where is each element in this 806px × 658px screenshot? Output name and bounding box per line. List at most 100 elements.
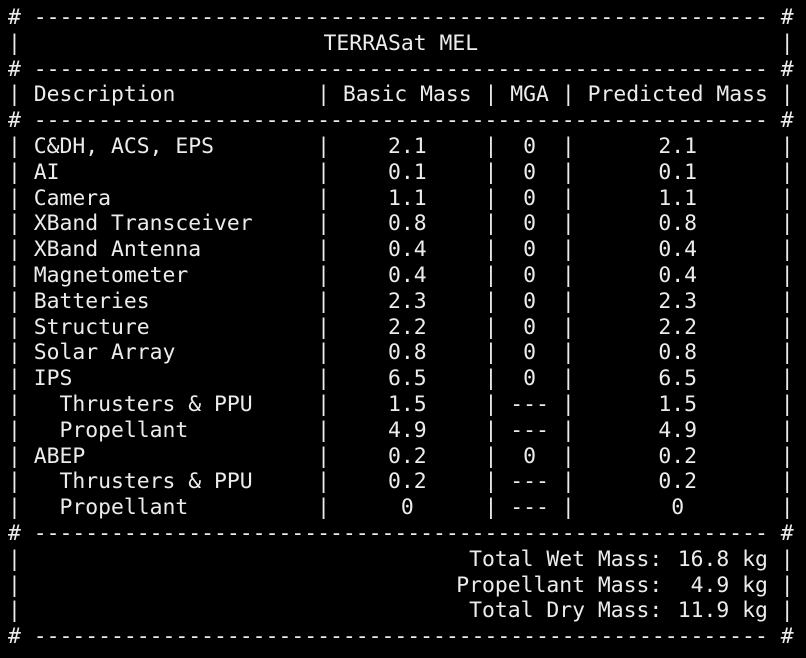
pipe: | [8,263,21,288]
pipe: | [8,417,21,443]
cell-value: 2.3 [658,288,698,314]
pipe: | [484,134,498,159]
pipe: | [561,340,575,366]
row-description: Structure [33,314,150,340]
cell-value: 4.9 [387,417,427,443]
cell-value: 0.2 [387,469,427,495]
total-label: Propellant Mass: [456,572,663,598]
cell-value: 0.2 [658,469,698,495]
cell-value: --- [510,392,549,417]
pipe: | [561,159,575,185]
cell-value: 0.8 [387,211,427,237]
pipe: | [484,82,498,108]
cell-value: 2.1 [387,134,427,159]
pipe: | [484,263,498,288]
pipe: | [317,366,330,392]
row-description: Magnetometer [33,263,189,288]
cell-value: 0.8 [658,340,698,366]
pipe: | [780,598,794,624]
pipe: | [317,417,330,443]
pipe: | [561,495,575,521]
cell-value: --- [510,417,549,443]
pipe: | [561,366,575,392]
cell-value: 4.9 [658,417,698,443]
pipe: | [780,366,794,392]
pipe: | [8,546,21,572]
cell-value: 1.1 [387,185,427,211]
pipe: | [8,314,21,340]
pipe: | [8,159,21,185]
pipe: | [561,134,575,159]
pipe: | [780,263,794,288]
total-value: 4.9 kg [690,572,768,598]
row-description: Camera [33,185,112,211]
column-header: Basic Mass [342,82,472,108]
cell-value: 1.1 [658,185,698,211]
pipe: | [780,572,794,598]
pipe: | [780,340,794,366]
pipe: | [317,469,330,495]
cell-value: 0 [523,314,537,340]
total-value: 16.8 kg [677,546,768,572]
pipe: | [561,237,575,263]
row-description: IPS [33,366,73,392]
pipe: | [484,288,498,314]
total-label: Total Wet Mass: [469,546,663,572]
pipe: | [484,314,498,340]
pipe: | [561,417,575,443]
pipe: | [780,82,794,108]
pipe: | [561,314,575,340]
cell-value: 0 [523,263,537,288]
cell-value: 2.3 [387,288,427,314]
pipe: | [780,159,794,185]
pipe: | [561,443,575,469]
pipe: | [317,314,330,340]
pipe: | [561,263,575,288]
pipe: | [8,185,21,211]
row-description: ABEP [33,443,86,469]
cell-value: 0.8 [658,211,698,237]
cell-value: 0 [523,134,537,159]
total-label: Total Dry Mass: [469,598,663,624]
pipe: | [8,237,21,263]
cell-value: 0.2 [387,443,427,469]
pipe: | [780,134,794,159]
border: # --------------------------------------… [8,108,794,134]
pipe: | [484,443,498,469]
row-description: C&DH, ACS, EPS [33,134,215,159]
pipe: | [780,185,794,211]
total-value: 11.9 kg [677,598,768,624]
border: # --------------------------------------… [8,56,794,82]
pipe: | [561,82,575,108]
pipe: | [484,159,498,185]
pipe: | [8,598,21,624]
cell-value: 0.2 [658,443,698,469]
pipe: | [8,572,21,598]
row-description: Batteries [33,288,150,314]
pipe: | [484,366,498,392]
border: # --------------------------------------… [8,624,794,650]
pipe: | [8,443,21,469]
pipe: | [561,288,575,314]
cell-value: 6.5 [387,366,427,392]
pipe: | [484,185,498,211]
pipe: | [317,288,330,314]
cell-value: --- [510,469,549,495]
cell-value: 2.2 [387,314,427,340]
border: # --------------------------------------… [8,5,794,30]
cell-value: --- [510,495,549,521]
pipe: | [317,185,330,211]
pipe: | [8,211,21,237]
pipe: | [8,340,21,366]
pipe: | [780,211,794,237]
cell-value: 2.1 [658,134,698,159]
cell-value: 0.4 [658,237,698,263]
pipe: | [484,392,498,417]
cell-value: 0 [523,288,537,314]
pipe: | [317,443,330,469]
cell-value: 6.5 [658,366,698,392]
pipe: | [484,237,498,263]
pipe: | [484,469,498,495]
pipe: | [780,288,794,314]
pipe: | [484,340,498,366]
